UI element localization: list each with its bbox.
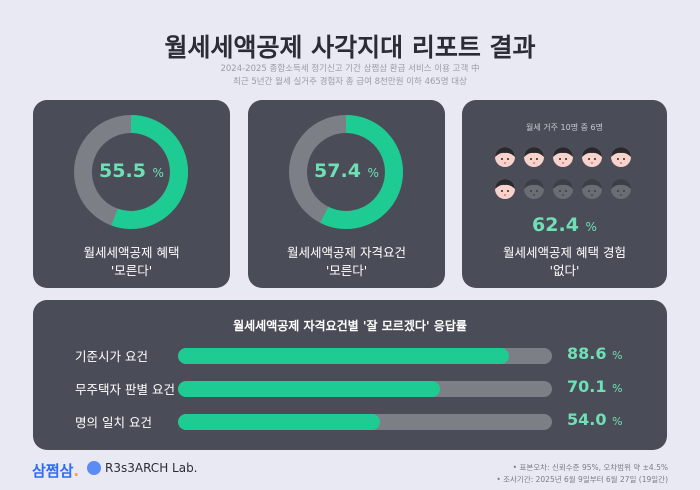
research-lab-icon — [87, 461, 101, 475]
donut-arc — [289, 115, 403, 229]
person-icon-dimmed — [523, 178, 552, 204]
bar-track — [178, 414, 552, 430]
card-label-sub: '없다' — [549, 263, 580, 278]
card-label: 월세세액공제 혜택 경험 — [503, 245, 626, 260]
card-eligibility-awareness: 57.4 % 월세세액공제 자격요건 '모른다' — [248, 100, 445, 288]
donut-arc — [74, 115, 188, 229]
person-icon-highlighted — [581, 146, 610, 172]
card-requirements-bars: 월세세액공제 자격요건별 '잘 모르겠다' 응답률 기준시가 요건 88.6 %… — [33, 300, 667, 450]
bar-track — [178, 381, 552, 397]
pictogram-caption: 월세 거주 10명 중 6명 — [526, 123, 603, 132]
page-title: 월세세액공제 사각지대 리포트 결과 — [164, 33, 536, 62]
pictogram-grid — [494, 146, 639, 204]
donut-value: 55.5 % — [99, 160, 164, 182]
donut-chart — [74, 115, 188, 229]
card-benefit-experience: 월세 거주 10명 중 6명 62.4 % 월세세액공제 혜택 경험 '없다' — [462, 100, 667, 288]
card-label-sub: '모른다' — [110, 263, 153, 278]
footnote-sampling-error: • 표본오차: 신뢰수준 95%, 오차범위 약 ±4.5% — [512, 463, 668, 472]
subtitle-1: 2024-2025 종합소득세 정기신고 기간 삼쩜삼 환급 서비스 이용 고객… — [220, 64, 480, 74]
samjeomsam-logo: 삼쩜삼. — [32, 462, 80, 480]
bar-track — [178, 348, 552, 364]
research-lab-logo: R3s3ARCH Lab. — [87, 461, 198, 475]
card-label: 월세세액공제 자격요건 — [287, 245, 406, 260]
pictogram-value: 62.4 % — [532, 214, 597, 236]
donut-value: 57.4 % — [314, 160, 379, 182]
bar-chart-title: 월세세액공제 자격요건별 '잘 모르겠다' 응답률 — [233, 319, 467, 333]
bar-label: 무주택자 판별 요건 — [75, 382, 175, 397]
person-icon-highlighted — [494, 146, 523, 172]
card-label: 월세세액공제 혜택 — [83, 245, 180, 260]
person-icon-highlighted — [523, 146, 552, 172]
person-icon-dimmed — [552, 178, 581, 204]
bar-fill — [178, 381, 441, 397]
bar-value: 88.6 % — [567, 344, 623, 363]
person-icon-highlighted — [610, 146, 639, 172]
person-icon-dimmed — [581, 178, 610, 204]
bar-value: 54.0 % — [567, 410, 623, 429]
card-benefit-awareness: 55.5 % 월세세액공제 혜택 '모른다' — [33, 100, 230, 288]
bar-value: 70.1 % — [567, 377, 623, 396]
bar-fill — [178, 348, 510, 364]
bar-fill — [178, 414, 380, 430]
footnote-survey-period: • 조사기간: 2025년 6월 9일부터 6월 27일 (19일간) — [496, 475, 668, 484]
bar-label: 기준시가 요건 — [75, 349, 148, 364]
bar-row: 명의 일치 요건 54.0 % — [33, 410, 667, 432]
person-icon-dimmed — [610, 178, 639, 204]
subtitle-2: 최근 5년간 월세 실거주 경험자 총 급여 8천만원 이하 465명 대상 — [233, 77, 467, 87]
bar-label: 명의 일치 요건 — [75, 415, 152, 430]
bar-row: 무주택자 판별 요건 70.1 % — [33, 377, 667, 399]
person-icon-highlighted — [552, 146, 581, 172]
person-icon-highlighted — [494, 178, 523, 204]
card-label-sub: '모른다' — [325, 263, 368, 278]
bar-row: 기준시가 요건 88.6 % — [33, 344, 667, 366]
donut-chart — [289, 115, 403, 229]
